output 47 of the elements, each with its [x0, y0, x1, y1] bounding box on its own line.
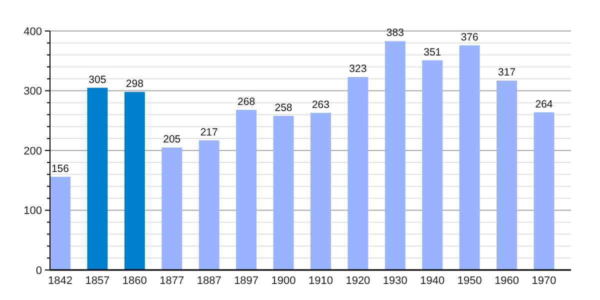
x-tick-label: 1950: [457, 275, 482, 287]
x-tick-label: 1940: [420, 275, 445, 287]
data-label: 205: [163, 134, 181, 146]
x-tick-label: 1920: [346, 275, 370, 287]
x-tick-label: 1857: [85, 275, 110, 287]
data-label: 317: [498, 66, 516, 79]
y-tick-label: 0: [36, 264, 42, 277]
y-tick-label: 100: [24, 205, 42, 218]
x-tick-label: 1877: [160, 275, 184, 287]
data-label: 263: [312, 98, 330, 111]
data-label: 156: [51, 162, 70, 175]
data-label: 376: [460, 31, 479, 44]
y-tick-label: 200: [24, 145, 42, 158]
data-label: 351: [424, 46, 442, 58]
bar: [50, 176, 70, 270]
x-tick-label: 1842: [48, 275, 72, 287]
x-tick-label: 1960: [494, 275, 520, 287]
bar: [273, 116, 294, 270]
bar: [422, 60, 443, 270]
data-label: 268: [238, 96, 256, 108]
x-tick-label: 1860: [122, 275, 147, 287]
y-tick-label: 300: [24, 86, 42, 98]
bar: [198, 140, 220, 270]
bar: [162, 148, 182, 270]
x-tick-label: 1897: [234, 275, 259, 287]
data-label: 305: [88, 74, 106, 86]
x-tick-label: 1970: [532, 275, 556, 287]
data-label: 264: [535, 98, 553, 110]
bar: [459, 45, 480, 270]
data-label: 323: [349, 63, 367, 76]
bar: [236, 110, 257, 270]
x-tick-label: 1930: [382, 275, 408, 287]
data-label: 383: [386, 27, 404, 40]
bar: [348, 77, 368, 270]
data-label: 217: [200, 126, 218, 138]
y-tick-label: 400: [24, 26, 42, 38]
data-label: 298: [126, 78, 144, 90]
data-label: 258: [274, 102, 292, 114]
x-tick-label: 1900: [271, 275, 296, 287]
bar: [496, 80, 518, 270]
bar: [384, 41, 406, 270]
bar: [534, 112, 554, 270]
x-tick-label: 1887: [196, 275, 222, 287]
bar: [124, 92, 145, 270]
bar: [310, 112, 331, 270]
bar: [87, 88, 108, 270]
x-tick-label: 1910: [308, 275, 333, 287]
